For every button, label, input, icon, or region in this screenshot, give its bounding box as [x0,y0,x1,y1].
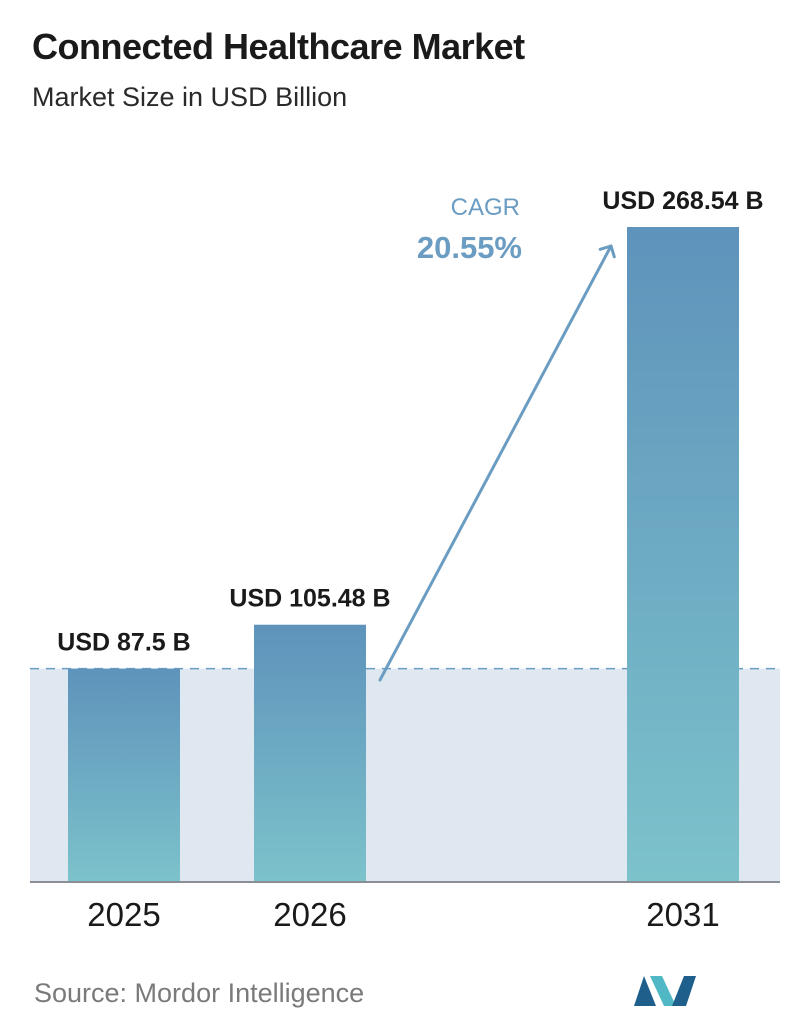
chart-subtitle: Market Size in USD Billion [32,82,348,112]
chart-title: Connected Healthcare Market [32,26,525,67]
cagr-value: 20.55% [417,230,522,265]
cagr-label: CAGR [451,194,520,221]
x-tick-label: 2025 [87,896,160,933]
bar-2025 [68,668,180,882]
bar-value-label: USD 268.54 B [602,187,763,215]
cagr-arrow [378,244,616,682]
source-note: Source: Mordor Intelligence [34,978,365,1008]
x-tick-label: 2031 [646,896,719,933]
bar-value-label: USD 105.48 B [229,585,390,613]
bar-2026 [254,624,366,882]
bar-value-label: USD 87.5 B [57,629,190,657]
x-tick-label: 2026 [273,896,346,933]
mordor-intelligence-logo-icon [634,976,696,1006]
bar-2031 [627,227,739,882]
